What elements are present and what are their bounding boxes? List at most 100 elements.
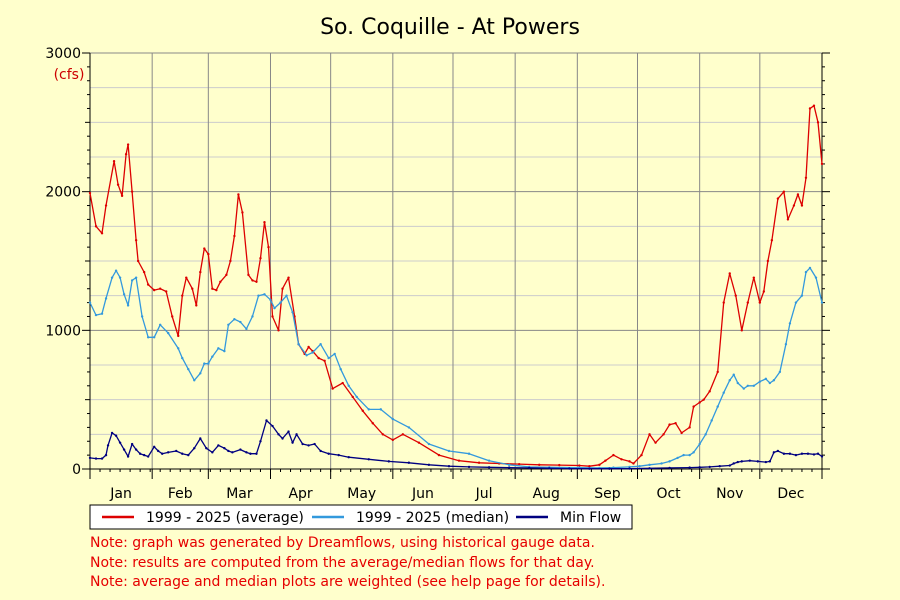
data-point xyxy=(136,259,140,263)
data-point xyxy=(88,301,92,304)
data-point xyxy=(427,463,431,467)
data-point xyxy=(782,452,786,455)
data-point xyxy=(620,458,623,461)
data-point xyxy=(548,467,551,470)
data-point xyxy=(722,391,725,394)
data-point xyxy=(487,459,491,462)
data-point xyxy=(130,279,134,282)
data-point xyxy=(257,294,260,297)
x-month-label: Jan xyxy=(109,486,132,502)
data-point xyxy=(758,301,762,304)
data-point xyxy=(281,437,284,440)
legend-box xyxy=(89,504,633,530)
data-point xyxy=(171,315,174,318)
data-point xyxy=(130,442,134,446)
data-point xyxy=(704,433,707,436)
data-point xyxy=(770,239,774,242)
data-point xyxy=(379,408,382,411)
y-tick-label: 2000 xyxy=(45,185,81,201)
data-point xyxy=(227,449,230,453)
data-point xyxy=(165,290,168,293)
data-point xyxy=(427,442,431,446)
data-point xyxy=(120,194,124,198)
legend: 1999 - 2025 (average) 1999 - 2025 (median… xyxy=(89,504,633,530)
data-point xyxy=(327,452,330,455)
data-point xyxy=(674,422,677,425)
data-point xyxy=(708,390,711,393)
series-layer xyxy=(88,104,824,470)
data-point xyxy=(175,449,178,453)
data-point xyxy=(800,294,804,297)
data-point xyxy=(782,190,786,193)
data-point xyxy=(158,287,162,290)
data-point xyxy=(740,329,743,332)
data-point xyxy=(114,434,118,437)
data-point xyxy=(716,405,719,408)
note-line: Note: average and median plots are weigh… xyxy=(90,574,606,590)
data-point xyxy=(347,384,350,387)
x-month-label: Oct xyxy=(656,486,681,502)
data-point xyxy=(467,465,471,469)
data-point xyxy=(808,266,812,270)
data-point xyxy=(341,381,344,385)
data-point xyxy=(467,452,471,455)
data-point xyxy=(794,453,798,457)
x-month-label: Feb xyxy=(168,486,193,502)
data-point xyxy=(337,453,340,457)
data-point xyxy=(199,372,202,375)
data-point xyxy=(367,408,370,411)
data-point xyxy=(142,270,146,274)
data-point xyxy=(187,453,190,457)
x-month-label: Aug xyxy=(533,486,560,502)
series-line xyxy=(89,105,823,467)
y-unit-label: (cfs) xyxy=(54,67,85,83)
data-point xyxy=(732,373,735,376)
data-point xyxy=(788,452,792,455)
data-point xyxy=(794,301,798,304)
data-point xyxy=(367,458,370,461)
data-point xyxy=(688,453,691,457)
data-point xyxy=(203,362,206,365)
data-point xyxy=(728,272,731,275)
data-point xyxy=(142,453,146,457)
data-point xyxy=(752,276,756,279)
data-point xyxy=(126,143,130,146)
data-point xyxy=(259,257,262,260)
data-point xyxy=(568,467,571,470)
data-point xyxy=(239,448,242,451)
data-point xyxy=(698,442,701,446)
x-month-label: Dec xyxy=(777,486,804,502)
y-tick-label: 1000 xyxy=(45,323,81,339)
data-point xyxy=(167,331,170,335)
data-point xyxy=(146,455,150,458)
data-point xyxy=(608,467,611,470)
data-point xyxy=(217,444,220,447)
data-point xyxy=(654,441,657,444)
data-point xyxy=(223,447,226,450)
data-point xyxy=(251,279,254,282)
data-point xyxy=(660,462,663,465)
data-point xyxy=(104,297,108,300)
data-point xyxy=(772,451,776,454)
data-point xyxy=(808,107,812,110)
data-point xyxy=(746,384,749,387)
data-point xyxy=(407,461,411,464)
data-point xyxy=(211,451,214,454)
data-point xyxy=(772,379,776,382)
data-point xyxy=(786,218,790,221)
data-point xyxy=(662,433,665,436)
data-point xyxy=(820,455,824,458)
legend-label: 1999 - 2025 (average) xyxy=(146,510,304,526)
data-point xyxy=(688,426,691,429)
data-point xyxy=(710,419,713,422)
data-point xyxy=(259,440,262,443)
data-point xyxy=(588,465,591,468)
data-point xyxy=(457,459,461,462)
data-point xyxy=(255,452,258,455)
data-point xyxy=(255,280,258,283)
data-point xyxy=(126,304,130,307)
data-point xyxy=(265,419,268,422)
axes: 0 1000 2000 3000 Jan Feb Mar Apr May Jun Jul Aug Sep… xyxy=(45,46,830,502)
data-point xyxy=(768,460,772,463)
